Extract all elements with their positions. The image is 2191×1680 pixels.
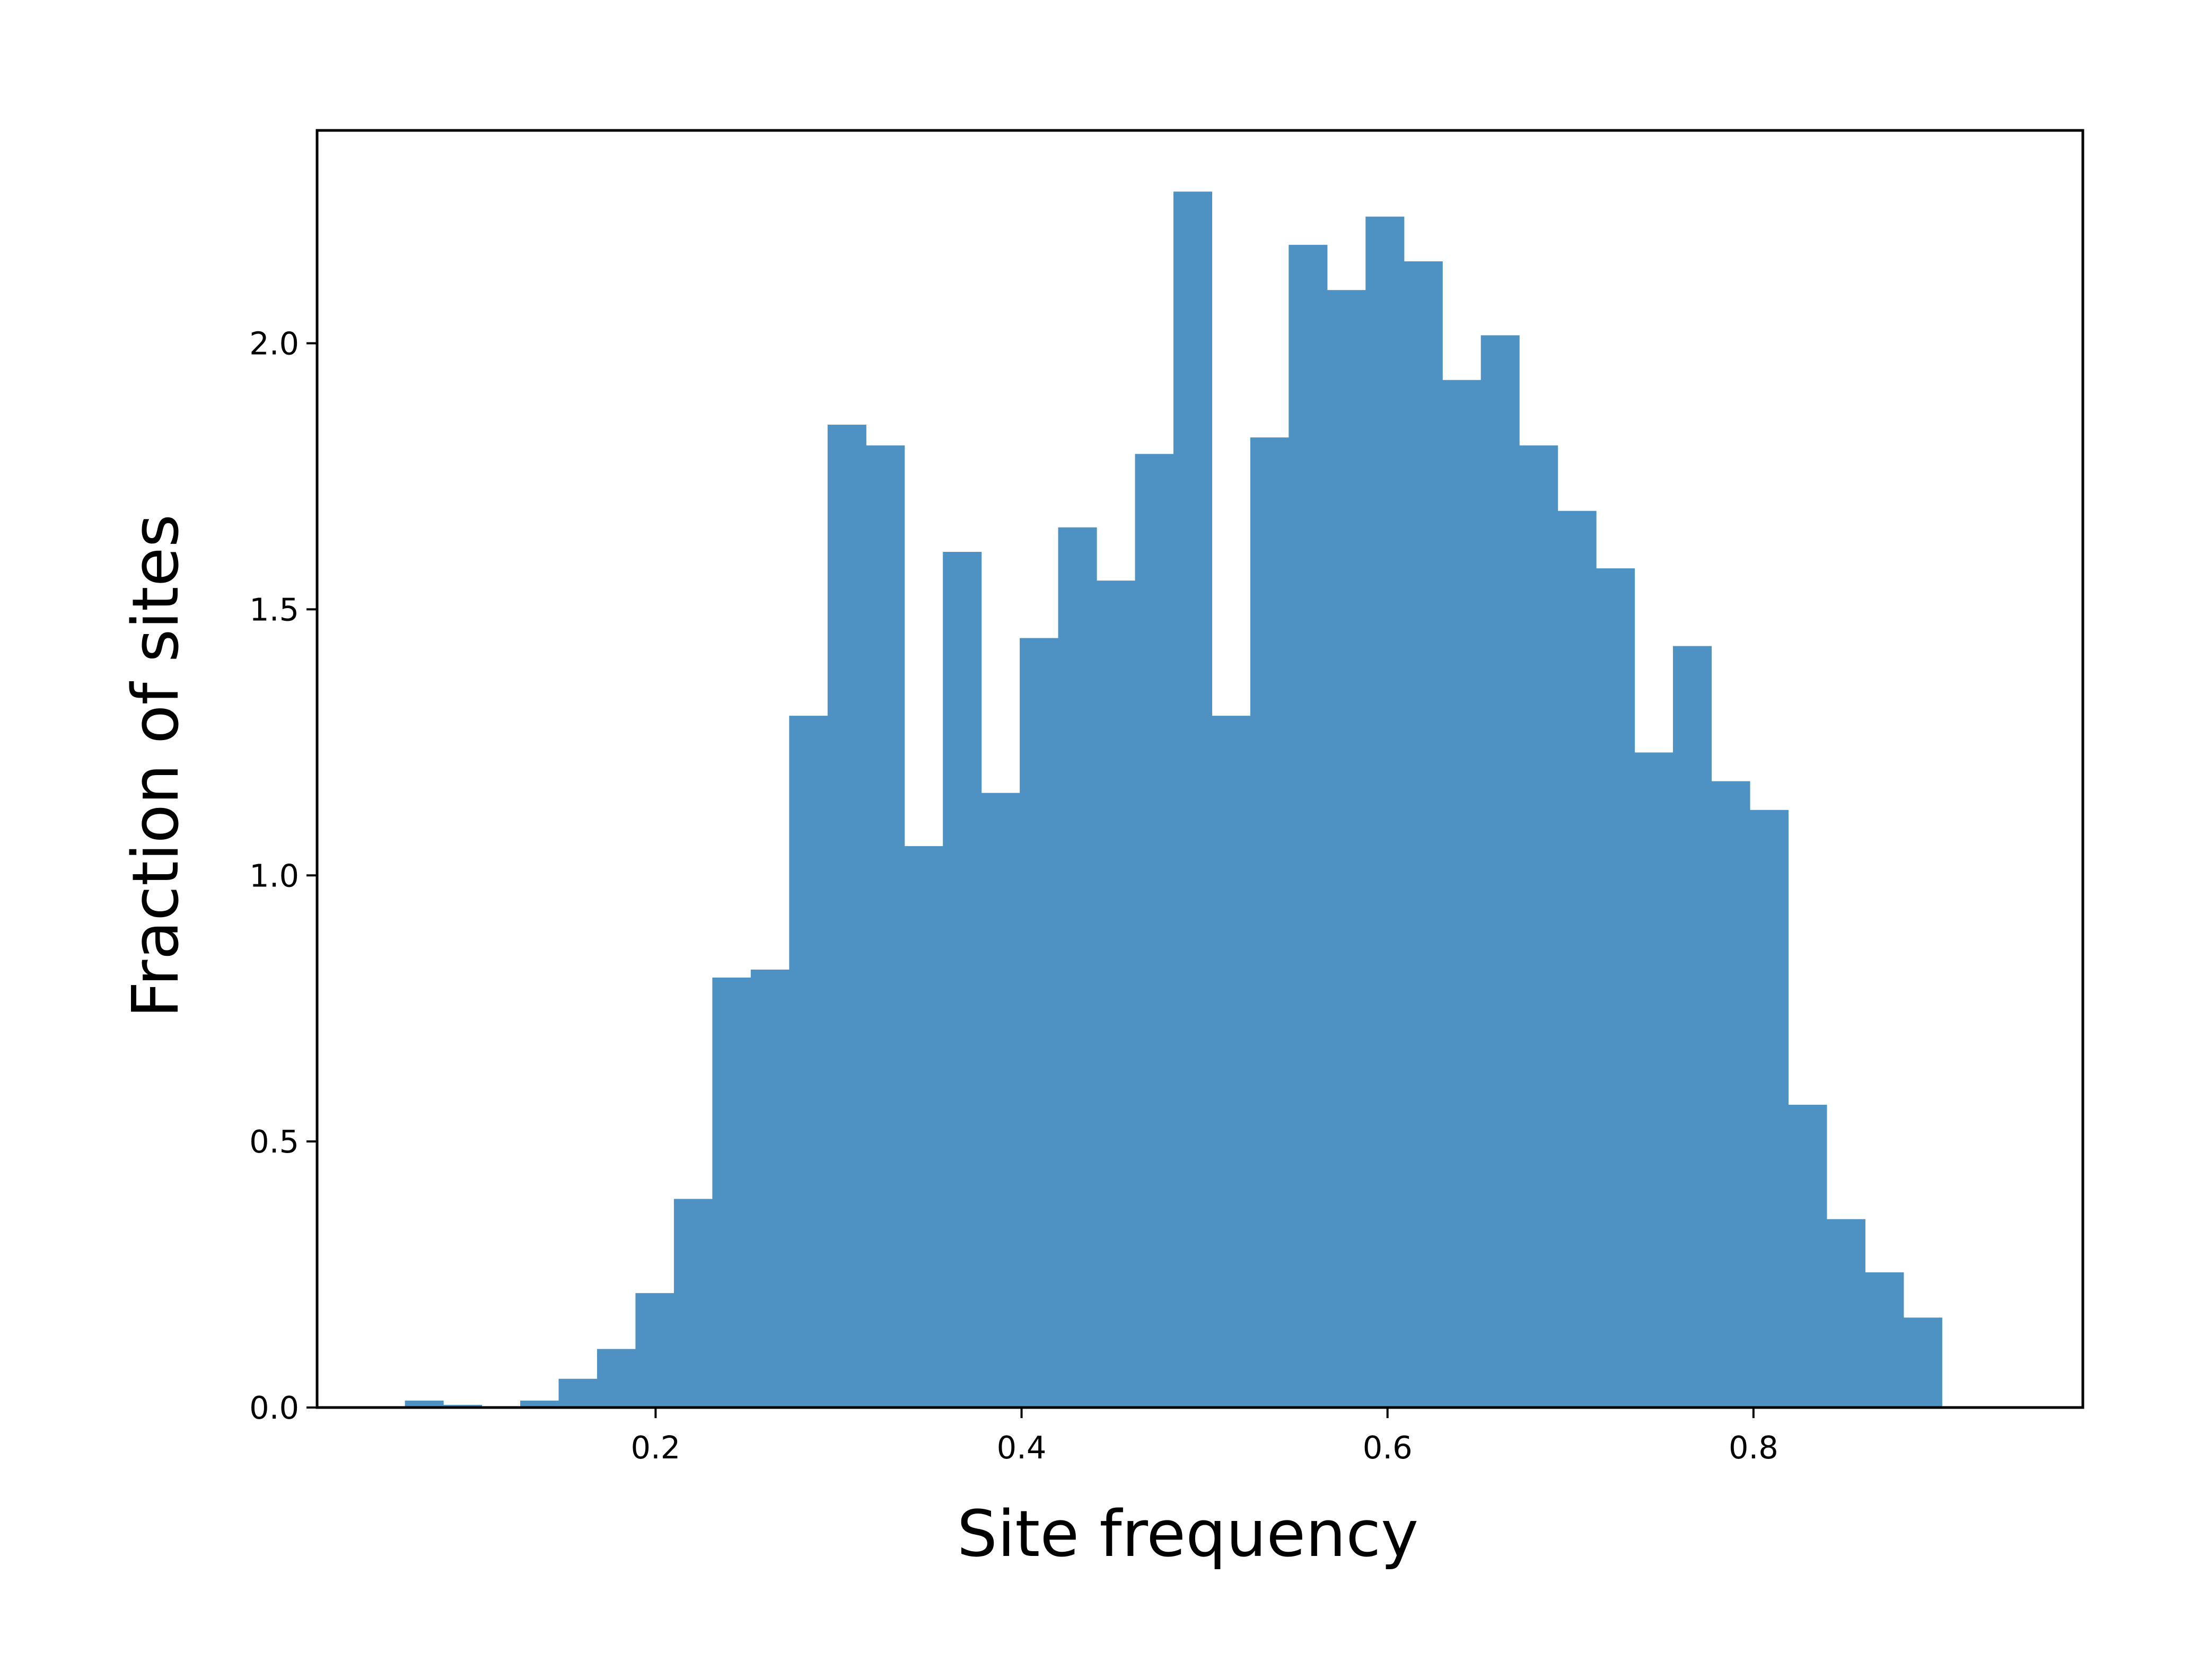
histogram-bar bbox=[1749, 810, 1789, 1408]
histogram-bar bbox=[1173, 191, 1213, 1408]
histogram-bar bbox=[1557, 511, 1597, 1408]
histogram-bar bbox=[712, 977, 751, 1408]
histogram-bar bbox=[750, 969, 790, 1408]
histogram-bar bbox=[1480, 335, 1520, 1408]
histogram-bar bbox=[1212, 716, 1251, 1408]
y-axis-label: Fraction of sites bbox=[119, 514, 193, 1018]
histogram-bar bbox=[827, 425, 866, 1408]
histogram-bar bbox=[904, 846, 943, 1408]
histogram-bar bbox=[1711, 781, 1750, 1408]
histogram-bar bbox=[443, 1404, 483, 1408]
histogram-bars bbox=[405, 191, 1942, 1408]
histogram-bar bbox=[1097, 580, 1136, 1408]
histogram-bar bbox=[1289, 244, 1328, 1408]
x-axis-ticks: 0.2 0.4 0.6 0.8 bbox=[630, 1408, 1778, 1466]
histogram-bar bbox=[1135, 454, 1174, 1408]
histogram-bar bbox=[789, 716, 828, 1408]
histogram-bar bbox=[558, 1378, 598, 1408]
y-tick-label: 0.5 bbox=[249, 1123, 299, 1160]
x-tick-label: 0.4 bbox=[997, 1429, 1047, 1466]
histogram-bar bbox=[1634, 752, 1673, 1408]
histogram-bar bbox=[1404, 261, 1443, 1408]
histogram-bar bbox=[866, 445, 905, 1408]
histogram-bar bbox=[1250, 437, 1289, 1408]
histogram-bar bbox=[981, 793, 1020, 1408]
y-axis-ticks: 0.0 0.5 1.0 1.5 2.0 bbox=[249, 326, 317, 1426]
histogram-bar bbox=[597, 1349, 636, 1408]
y-tick-label: 2.0 bbox=[249, 326, 299, 362]
histogram-bar bbox=[405, 1400, 444, 1408]
histogram-bar bbox=[1365, 216, 1405, 1408]
histogram-bar bbox=[1596, 568, 1635, 1408]
y-tick-label: 1.0 bbox=[249, 857, 299, 894]
histogram-bar bbox=[943, 551, 982, 1408]
histogram-bar bbox=[635, 1293, 674, 1408]
histogram-bar bbox=[1519, 445, 1558, 1408]
histogram-bar bbox=[1903, 1317, 1942, 1408]
x-tick-label: 0.2 bbox=[630, 1429, 680, 1466]
plot-frame bbox=[315, 129, 2084, 1409]
histogram-bar bbox=[1826, 1219, 1865, 1408]
histogram-bar bbox=[673, 1199, 713, 1408]
y-tick-label: 0.0 bbox=[249, 1389, 299, 1426]
histogram-bar bbox=[1442, 380, 1482, 1408]
histogram-bar bbox=[1327, 290, 1366, 1408]
y-tick-label: 1.5 bbox=[249, 591, 299, 628]
histogram-bar bbox=[1865, 1272, 1904, 1408]
x-tick-label: 0.8 bbox=[1729, 1429, 1778, 1466]
histogram-bar bbox=[1058, 527, 1097, 1408]
histogram-bar bbox=[1020, 638, 1059, 1408]
histogram-bar bbox=[520, 1400, 559, 1408]
histogram-bar bbox=[1673, 646, 1712, 1408]
x-axis-label: Site frequency bbox=[957, 1498, 1418, 1571]
x-tick-label: 0.6 bbox=[1363, 1429, 1413, 1466]
histogram-bar bbox=[1788, 1104, 1827, 1408]
